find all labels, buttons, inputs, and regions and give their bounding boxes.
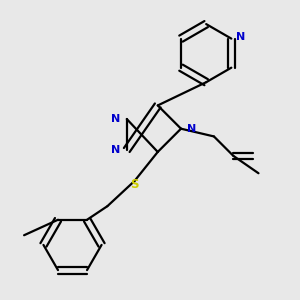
Text: N: N — [187, 124, 196, 134]
Text: S: S — [130, 178, 139, 191]
Text: N: N — [111, 145, 121, 155]
Text: N: N — [236, 32, 246, 42]
Text: N: N — [111, 114, 121, 124]
